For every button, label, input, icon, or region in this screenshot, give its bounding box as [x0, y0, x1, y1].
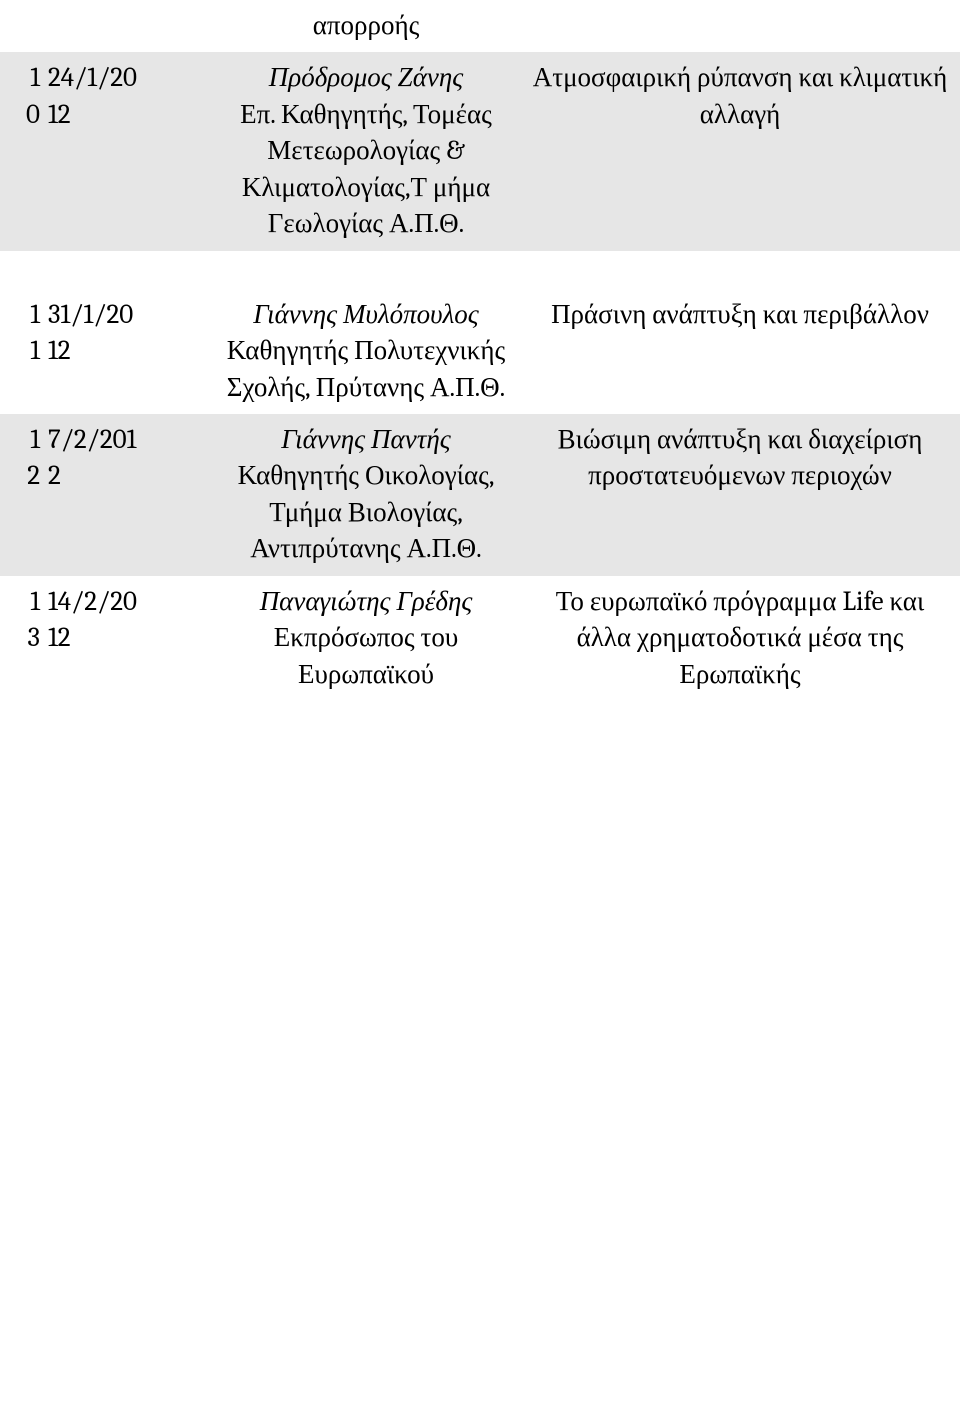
speaker-title: Επ. Καθηγητής, Τομέας Μετεωρολογίας & Κλ… [240, 99, 492, 239]
row-index: 1 0 [0, 52, 44, 250]
speaker-title: Καθηγητής Οικολογίας, Τμήμα Βιολογίας, Α… [238, 460, 495, 564]
idx-part-a: 1 [8, 584, 40, 620]
hdr-col-b [44, 0, 208, 52]
date-part-a: 14/2/20 [48, 584, 204, 620]
hdr-col-a [0, 0, 44, 52]
date-part-b: 2 [48, 458, 204, 494]
idx-part-b: 1 [8, 333, 40, 369]
table-row: 1 2 7/2/201 2 Γιάννης Παντής Καθηγητής Ο… [0, 414, 960, 576]
date-part-a: 7/2/201 [48, 422, 204, 458]
speaker-title: Εκπρόσωπος του Ευρωπαϊκού [274, 622, 459, 689]
speaker-name: Γιάννης Παντής [281, 424, 450, 455]
row-speaker: Παναγιώτης Γρέδης Εκπρόσωπος του Ευρωπαϊ… [208, 576, 524, 701]
date-part-a: 24/1/20 [48, 60, 204, 96]
table-row: 1 3 14/2/20 12 Παναγιώτης Γρέδης Εκπρόσω… [0, 576, 960, 701]
date-part-b: 12 [48, 333, 204, 369]
date-part-b: 12 [48, 97, 204, 133]
header-fragment: απορροής [208, 0, 524, 52]
table-row: 1 1 31/1/20 12 Γιάννης Μυλόπουλος Καθηγη… [0, 289, 960, 414]
row-topic: Βιώσιμη ανάπτυξη και διαχείριση προστατε… [524, 414, 960, 576]
row-speaker: Γιάννης Μυλόπουλος Καθηγητής Πολυτεχνική… [208, 289, 524, 414]
date-part-b: 12 [48, 620, 204, 656]
speaker-name: Γιάννης Μυλόπουλος [253, 299, 478, 330]
header-fragment-row: απορροής [0, 0, 960, 52]
row-index: 1 1 [0, 289, 44, 414]
speaker-title: Καθηγητής Πολυτεχνικής Σχολής, Πρύτανης … [227, 335, 505, 402]
speaker-name: Πρόδρομος Ζάνης [269, 62, 463, 93]
idx-part-a: 1 [8, 422, 40, 458]
table-row: 1 0 24/1/20 12 Πρόδρομος Ζάνης Επ. Καθηγ… [0, 52, 960, 250]
row-date: 24/1/20 12 [44, 52, 208, 250]
row-index: 1 3 [0, 576, 44, 701]
idx-part-b: 3 [8, 620, 40, 656]
row-topic: Το ευρωπαϊκό πρόγραμμα Life και άλλα χρη… [524, 576, 960, 701]
row-date: 7/2/201 2 [44, 414, 208, 576]
hdr-col-d [524, 0, 960, 52]
idx-part-b: 0 [8, 97, 40, 133]
idx-part-b: 2 [8, 458, 40, 494]
date-part-a: 31/1/20 [48, 297, 204, 333]
schedule-table: απορροής 1 0 24/1/20 12 Πρόδρομος Ζάνης … [0, 0, 960, 701]
spacer-row [0, 251, 960, 289]
row-index: 1 2 [0, 414, 44, 576]
row-date: 14/2/20 12 [44, 576, 208, 701]
idx-part-a: 1 [8, 297, 40, 333]
row-topic: Ατμοσφαιρική ρύπανση και κλιματική αλλαγ… [524, 52, 960, 250]
speaker-name: Παναγιώτης Γρέδης [260, 586, 473, 617]
row-speaker: Γιάννης Παντής Καθηγητής Οικολογίας, Τμή… [208, 414, 524, 576]
row-date: 31/1/20 12 [44, 289, 208, 414]
idx-part-a: 1 [8, 60, 40, 96]
row-topic: Πράσινη ανάπτυξη και περιβάλλον [524, 289, 960, 414]
row-speaker: Πρόδρομος Ζάνης Επ. Καθηγητής, Τομέας Με… [208, 52, 524, 250]
